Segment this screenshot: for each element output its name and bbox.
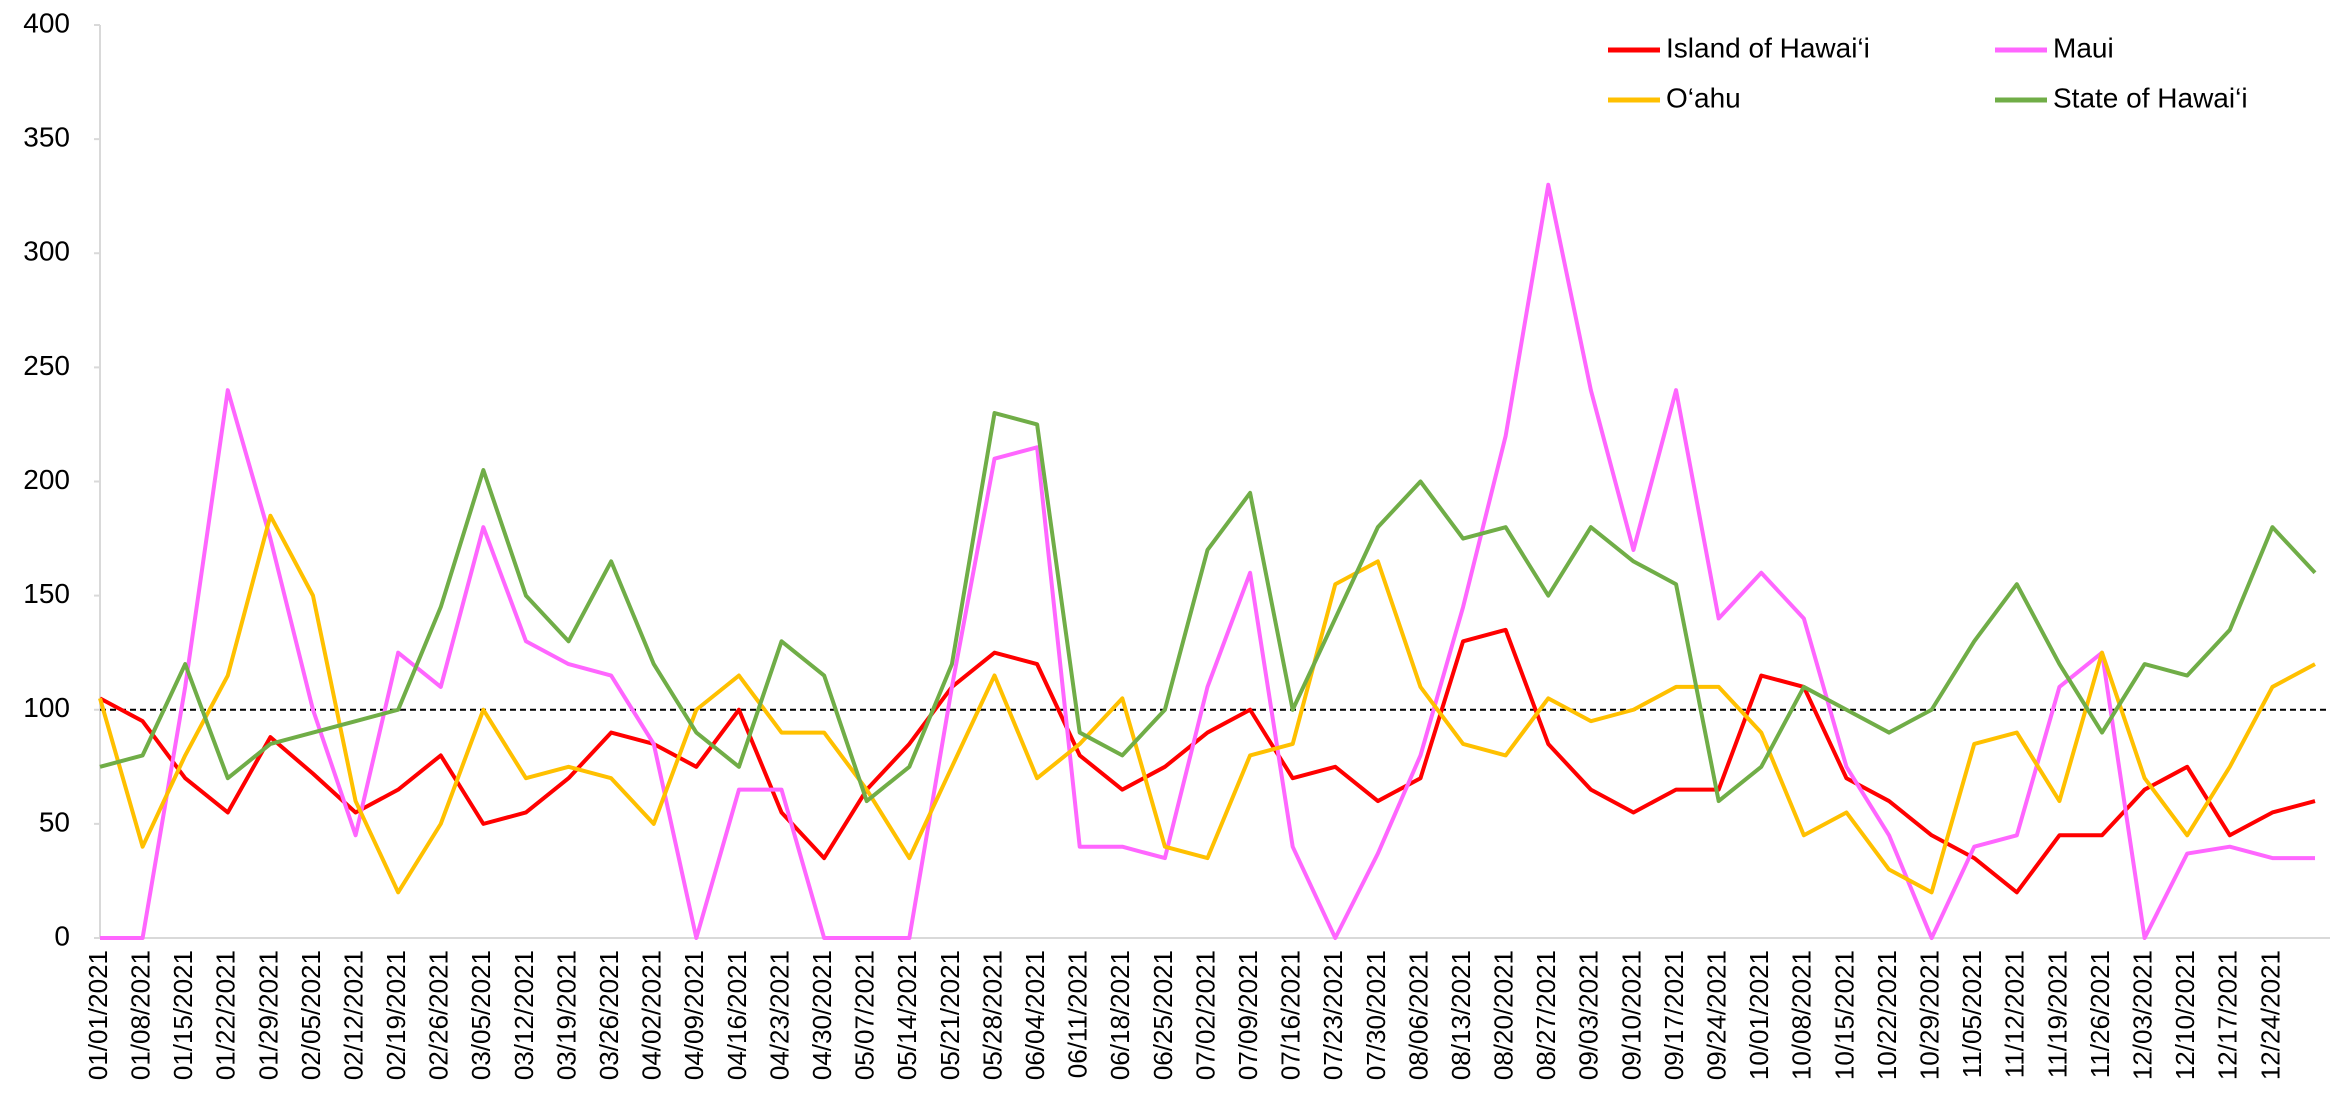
x-tick-label: 02/12/2021 xyxy=(338,950,368,1080)
x-tick-label: 09/17/2021 xyxy=(1659,950,1689,1080)
x-tick-label: 02/26/2021 xyxy=(424,950,454,1080)
series-line xyxy=(98,513,2316,895)
x-tick-label: 05/21/2021 xyxy=(935,950,965,1080)
x-tick-label: 10/29/2021 xyxy=(1915,950,1945,1080)
x-tick-label: 04/02/2021 xyxy=(637,950,667,1080)
y-tick-label: 300 xyxy=(23,236,70,267)
x-tick-label: 12/10/2021 xyxy=(2170,950,2200,1080)
x-tick-label: 06/04/2021 xyxy=(1020,950,1050,1080)
x-tick-label: 12/03/2021 xyxy=(2127,950,2157,1080)
x-tick-label: 06/11/2021 xyxy=(1063,950,1093,1078)
x-tick-label: 01/15/2021 xyxy=(168,950,198,1080)
x-tick-label: 07/02/2021 xyxy=(1190,950,1220,1080)
x-tick-label: 07/23/2021 xyxy=(1318,950,1348,1080)
x-tick-label: 10/01/2021 xyxy=(1744,950,1774,1080)
x-tick-label: 03/26/2021 xyxy=(594,950,624,1080)
x-tick-label: 04/30/2021 xyxy=(807,950,837,1080)
y-tick-label: 0 xyxy=(54,920,70,951)
x-tick-label: 01/22/2021 xyxy=(211,950,241,1080)
x-tick-label: 02/05/2021 xyxy=(296,950,326,1080)
x-tick-label: 12/17/2021 xyxy=(2213,950,2243,1080)
y-tick-label: 350 xyxy=(23,122,70,153)
x-tick-label: 03/12/2021 xyxy=(509,950,539,1080)
legend-label: Island of Hawai‘i xyxy=(1666,32,1870,63)
y-tick-label: 150 xyxy=(23,578,70,609)
y-tick-label: 100 xyxy=(23,692,70,723)
x-tick-label: 05/07/2021 xyxy=(850,950,880,1080)
x-tick-label: 04/09/2021 xyxy=(679,950,709,1080)
series-line xyxy=(100,182,2315,940)
legend-label: Maui xyxy=(2053,32,2114,63)
x-tick-label: 08/06/2021 xyxy=(1403,950,1433,1080)
x-tick-label: 09/03/2021 xyxy=(1574,950,1604,1080)
x-tick-label: 08/13/2021 xyxy=(1446,950,1476,1080)
x-tick-label: 09/10/2021 xyxy=(1616,950,1646,1080)
x-tick-label: 10/15/2021 xyxy=(1829,950,1859,1080)
x-tick-label: 12/24/2021 xyxy=(2255,950,2285,1080)
x-tick-label: 07/16/2021 xyxy=(1276,950,1306,1080)
x-tick-label: 08/27/2021 xyxy=(1531,950,1561,1080)
legend-label: O‘ahu xyxy=(1666,82,1741,113)
x-tick-label: 03/05/2021 xyxy=(466,950,496,1080)
x-tick-label: 03/19/2021 xyxy=(551,950,581,1080)
x-tick-label: 01/01/2021 xyxy=(83,950,113,1080)
x-tick-label: 09/24/2021 xyxy=(1702,950,1732,1080)
x-tick-label: 04/16/2021 xyxy=(722,950,752,1080)
x-tick-label: 06/18/2021 xyxy=(1105,950,1135,1080)
x-tick-label: 11/19/2021 xyxy=(2042,950,2072,1078)
x-tick-label: 02/19/2021 xyxy=(381,950,411,1080)
x-tick-label: 06/25/2021 xyxy=(1148,950,1178,1080)
x-tick-label: 07/09/2021 xyxy=(1233,950,1263,1080)
legend-label: State of Hawai‘i xyxy=(2053,82,2248,113)
x-tick-label: 05/14/2021 xyxy=(892,950,922,1080)
x-tick-label: 11/12/2021 xyxy=(2000,950,2030,1078)
y-tick-label: 50 xyxy=(39,806,70,837)
x-tick-label: 10/08/2021 xyxy=(1787,950,1817,1080)
y-tick-label: 200 xyxy=(23,464,70,495)
x-tick-label: 10/22/2021 xyxy=(1872,950,1902,1080)
y-tick-label: 250 xyxy=(23,350,70,381)
x-tick-label: 04/23/2021 xyxy=(764,950,794,1080)
x-tick-label: 11/26/2021 xyxy=(2085,950,2115,1078)
x-tick-label: 07/30/2021 xyxy=(1361,950,1391,1080)
x-tick-label: 01/29/2021 xyxy=(253,950,283,1080)
series-line xyxy=(99,411,2317,804)
x-tick-label: 08/20/2021 xyxy=(1489,950,1519,1080)
x-tick-label: 11/05/2021 xyxy=(1957,950,1987,1078)
x-tick-label: 05/28/2021 xyxy=(977,950,1007,1080)
x-tick-label: 01/08/2021 xyxy=(125,950,155,1080)
y-tick-label: 400 xyxy=(23,7,70,38)
